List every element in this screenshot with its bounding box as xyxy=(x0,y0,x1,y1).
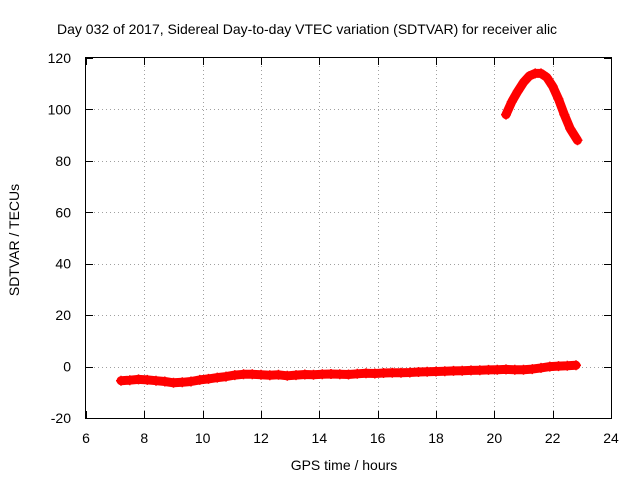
data-point xyxy=(317,369,328,380)
data-point xyxy=(203,373,214,384)
data-point xyxy=(361,368,371,379)
data-point xyxy=(334,369,345,380)
data-point xyxy=(168,377,179,388)
data-point xyxy=(572,135,583,146)
x-tick-label: 8 xyxy=(140,430,148,446)
data-point xyxy=(527,364,538,375)
data-point xyxy=(541,72,552,83)
data-point xyxy=(177,377,188,388)
data-point xyxy=(536,362,546,373)
data-point xyxy=(151,375,161,386)
data-point xyxy=(256,369,266,380)
x-tick-label: 20 xyxy=(487,430,503,446)
data-point xyxy=(326,369,336,379)
y-tick-label: 100 xyxy=(48,101,72,117)
data-point xyxy=(264,370,275,381)
data-point xyxy=(369,368,380,379)
y-tick-label: 60 xyxy=(55,204,71,220)
x-tick-label: 14 xyxy=(312,430,328,446)
data-series xyxy=(116,68,583,388)
y-axis-label: SDTVAR / TECUs xyxy=(6,184,22,296)
data-point xyxy=(506,96,517,107)
data-point xyxy=(571,360,581,371)
x-tick-label: 6 xyxy=(82,430,90,446)
x-tick-label: 24 xyxy=(603,430,619,446)
grid-lines xyxy=(86,58,611,418)
data-point xyxy=(553,94,564,105)
data-point xyxy=(518,77,529,88)
data-point xyxy=(413,367,424,377)
data-point xyxy=(282,370,293,381)
data-point xyxy=(124,375,135,386)
data-point xyxy=(439,366,450,377)
chart-title: Day 032 of 2017, Sidereal Day-to-day VTE… xyxy=(57,21,557,37)
data-point xyxy=(159,376,170,387)
data-point xyxy=(194,374,205,385)
data-point xyxy=(512,86,523,97)
data-point xyxy=(518,364,529,375)
y-tick-label: 40 xyxy=(55,256,71,272)
data-point xyxy=(562,360,573,371)
data-point xyxy=(212,372,223,383)
series-high-arc xyxy=(501,68,583,146)
y-tick-label: 80 xyxy=(55,153,71,169)
data-point xyxy=(544,361,555,372)
data-point xyxy=(448,365,459,376)
data-point xyxy=(501,109,511,120)
data-point xyxy=(291,370,301,381)
data-point xyxy=(524,71,535,81)
data-point xyxy=(501,364,511,375)
data-point xyxy=(483,364,494,375)
data-point xyxy=(273,369,284,380)
x-tick-label: 16 xyxy=(370,430,386,446)
data-point xyxy=(352,368,363,379)
data-point xyxy=(404,367,415,378)
x-axis-label: GPS time / hours xyxy=(291,457,398,473)
data-point xyxy=(378,368,389,378)
data-point xyxy=(559,109,570,120)
data-point xyxy=(565,123,576,134)
x-tick-label: 18 xyxy=(428,430,444,446)
data-point xyxy=(474,365,485,376)
data-point xyxy=(221,371,231,382)
data-point xyxy=(509,364,520,375)
data-point xyxy=(308,369,319,380)
x-tick-label: 12 xyxy=(253,430,269,446)
data-point xyxy=(492,364,503,375)
data-point xyxy=(431,366,441,377)
x-tick-label: 22 xyxy=(545,430,561,446)
plot-frame xyxy=(85,57,612,419)
data-point xyxy=(536,68,546,79)
data-point xyxy=(133,374,144,385)
data-point xyxy=(466,365,476,376)
y-tick-label: -20 xyxy=(51,410,71,426)
data-point xyxy=(299,369,310,380)
data-point xyxy=(387,367,398,378)
data-point xyxy=(553,361,564,372)
y-tick-label: 0 xyxy=(63,359,71,375)
tick-labels: 6 8 10 12 14 16 18 20 22 24 -20 0 20 40 60 80 100 120 xyxy=(48,50,619,446)
y-tick-label: 120 xyxy=(48,50,72,66)
x-tick-label: 10 xyxy=(195,430,211,446)
series-low-track xyxy=(116,360,581,388)
data-point xyxy=(247,369,258,380)
data-point xyxy=(547,81,558,92)
data-point xyxy=(116,375,126,386)
y-tick-label: 20 xyxy=(55,307,71,323)
axis-ticks xyxy=(86,58,612,419)
data-point xyxy=(186,376,196,387)
data-point xyxy=(422,366,433,377)
data-point xyxy=(457,365,468,376)
data-point xyxy=(396,367,406,378)
data-point xyxy=(229,370,240,381)
data-point xyxy=(343,369,354,380)
data-point xyxy=(142,374,153,385)
data-point xyxy=(238,369,249,380)
